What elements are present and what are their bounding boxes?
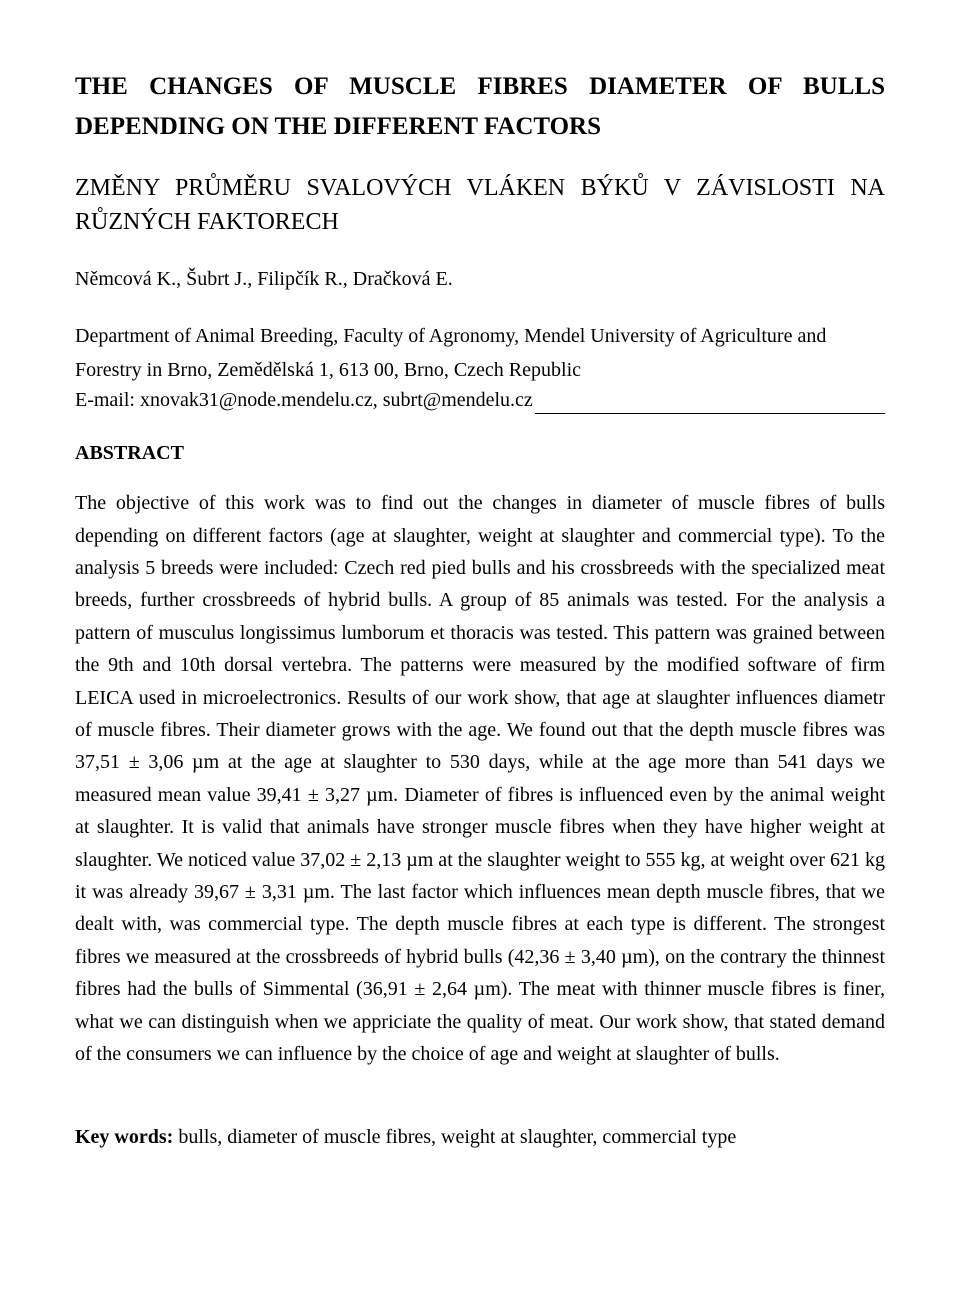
authors: Němcová K., Šubrt J., Filipčík R., Dračk… <box>75 266 885 293</box>
abstract-body: The objective of this work was to find o… <box>75 487 885 1070</box>
keywords-label: Key words: <box>75 1126 173 1148</box>
title-line-2: DEPENDING ON THE DIFFERENT FACTORS <box>75 110 885 144</box>
keywords-value: bulls, diameter of muscle fibres, weight… <box>173 1126 736 1148</box>
subtitle-line-2: RŮZNÝCH FAKTORECH <box>75 206 885 238</box>
email-text: E-mail: xnovak31@node.mendelu.cz, subrt@… <box>75 387 533 414</box>
subtitle-line-1: ZMĚNY PRŮMĚRU SVALOVÝCH VLÁKEN BÝKŮ V ZÁ… <box>75 172 885 204</box>
keywords: Key words: bulls, diameter of muscle fib… <box>75 1124 885 1151</box>
abstract-heading: ABSTRACT <box>75 440 885 467</box>
email-underline <box>535 393 885 414</box>
affiliation: Department of Animal Breeding, Faculty o… <box>75 319 885 387</box>
title-line-1: THE CHANGES OF MUSCLE FIBRES DIAMETER OF… <box>75 70 885 104</box>
email-line: E-mail: xnovak31@node.mendelu.cz, subrt@… <box>75 387 885 414</box>
